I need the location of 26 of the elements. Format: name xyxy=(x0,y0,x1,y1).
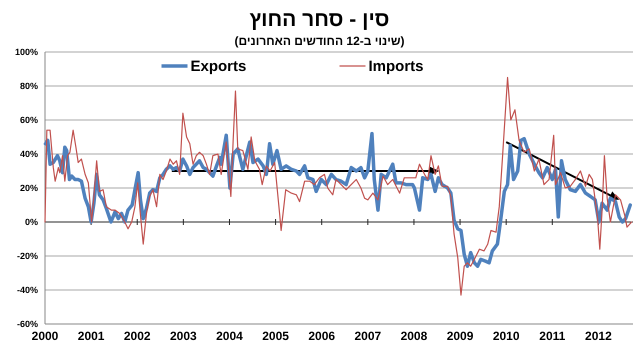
y-tick-label: -20% xyxy=(16,251,38,261)
y-tick-label: 100% xyxy=(14,47,38,57)
x-tick-label: 2006 xyxy=(308,329,336,343)
x-tick-label: 2009 xyxy=(446,329,474,343)
y-tick-label: -40% xyxy=(16,285,38,295)
x-tick-label: 2005 xyxy=(262,329,290,343)
legend-label: Imports xyxy=(368,58,424,75)
x-tick-label: 2003 xyxy=(170,329,198,343)
x-tick-label: 2012 xyxy=(585,329,612,343)
chart-title: סין - סחר החוץ xyxy=(250,8,390,31)
y-tick-label: 80% xyxy=(20,81,38,91)
y-tick-label: -60% xyxy=(16,319,38,329)
x-tick-label: 2008 xyxy=(400,329,428,343)
x-tick-label: 2004 xyxy=(216,329,244,343)
legend-label: Exports xyxy=(190,58,246,75)
x-tick-label: 2010 xyxy=(492,329,520,343)
chart-subtitle: (שינוי ב-12 החודשים האחרונים) xyxy=(234,34,404,48)
x-tick-label: 2007 xyxy=(354,329,382,343)
y-tick-label: 0% xyxy=(24,217,38,227)
y-tick-label: 60% xyxy=(20,115,38,125)
y-tick-label: 40% xyxy=(20,149,38,159)
y-tick-label: 20% xyxy=(20,183,38,193)
x-tick-label: 2001 xyxy=(78,329,105,343)
x-tick-label: 2002 xyxy=(124,329,151,343)
x-tick-label: 2011 xyxy=(539,329,566,343)
x-tick-label: 2000 xyxy=(32,329,59,343)
